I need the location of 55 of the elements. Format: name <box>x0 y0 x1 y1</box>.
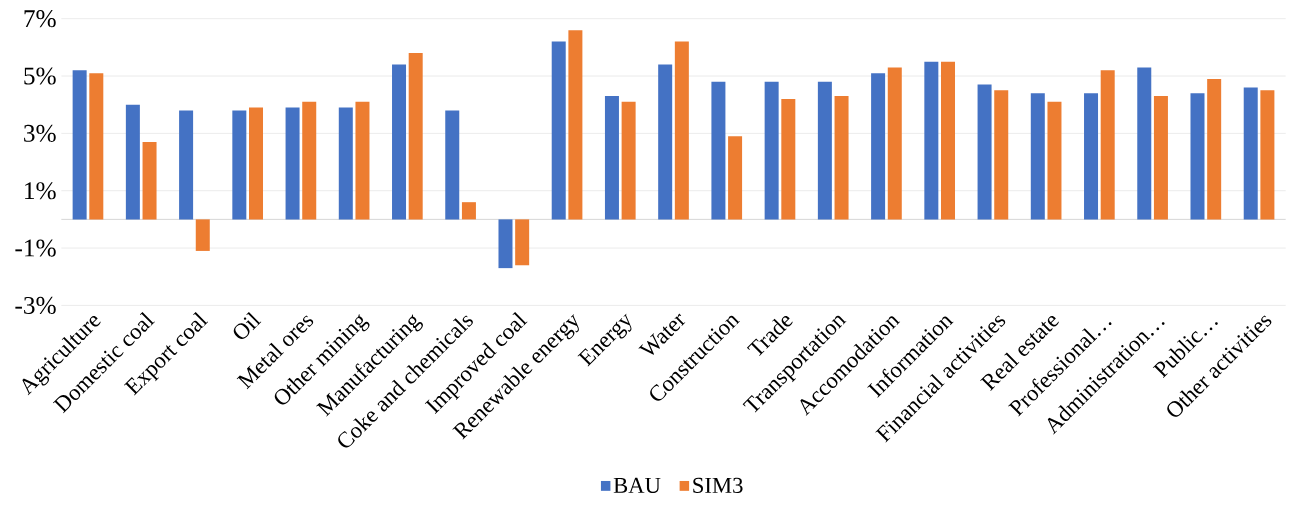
bar <box>674 41 689 220</box>
bar <box>924 61 939 220</box>
bar <box>1030 93 1045 220</box>
bar <box>568 29 583 220</box>
bar <box>232 110 247 220</box>
bar <box>871 72 886 220</box>
bar <box>89 72 104 220</box>
bar <box>408 52 423 220</box>
bar <box>125 104 140 220</box>
bar <box>445 110 460 220</box>
bar <box>1260 90 1275 220</box>
bar <box>834 95 849 220</box>
bar <box>195 219 210 251</box>
bar <box>142 141 157 220</box>
bar <box>1153 95 1168 220</box>
bar <box>1047 101 1062 220</box>
bar <box>604 95 619 220</box>
bar <box>728 136 743 220</box>
bar <box>658 64 673 220</box>
bar <box>249 107 263 220</box>
bar <box>355 101 370 220</box>
bar <box>551 41 566 220</box>
y-tick-label: -3% <box>15 296 56 314</box>
y-tick-label: 1% <box>25 181 56 200</box>
bar <box>994 90 1009 220</box>
bar <box>1207 78 1222 220</box>
bar <box>977 84 992 220</box>
y-tick-label: 5% <box>24 67 56 85</box>
bar <box>302 101 317 220</box>
bar <box>1137 67 1152 220</box>
bar <box>764 81 779 220</box>
y-tick-label: 3% <box>24 124 56 142</box>
bar <box>781 98 796 220</box>
legend-label: BAU <box>613 477 661 493</box>
y-tick-label: 7% <box>24 9 56 28</box>
bar <box>1100 70 1115 220</box>
bar <box>515 219 530 266</box>
bar <box>179 110 194 220</box>
bar <box>498 219 513 268</box>
y-tick-label: -1% <box>15 239 56 257</box>
bar <box>711 81 726 220</box>
legend-label: SIM3 <box>693 477 743 493</box>
bar <box>392 64 407 220</box>
bar <box>338 107 353 220</box>
bar <box>621 101 636 220</box>
bar <box>72 70 87 220</box>
bar <box>817 81 832 220</box>
bar <box>941 61 956 220</box>
x-tick-label: Oil <box>233 311 262 339</box>
bar <box>1190 93 1205 220</box>
bar <box>1084 93 1099 220</box>
bar <box>887 67 902 220</box>
bar <box>1243 87 1258 220</box>
bar <box>285 107 300 220</box>
bar <box>461 201 476 220</box>
